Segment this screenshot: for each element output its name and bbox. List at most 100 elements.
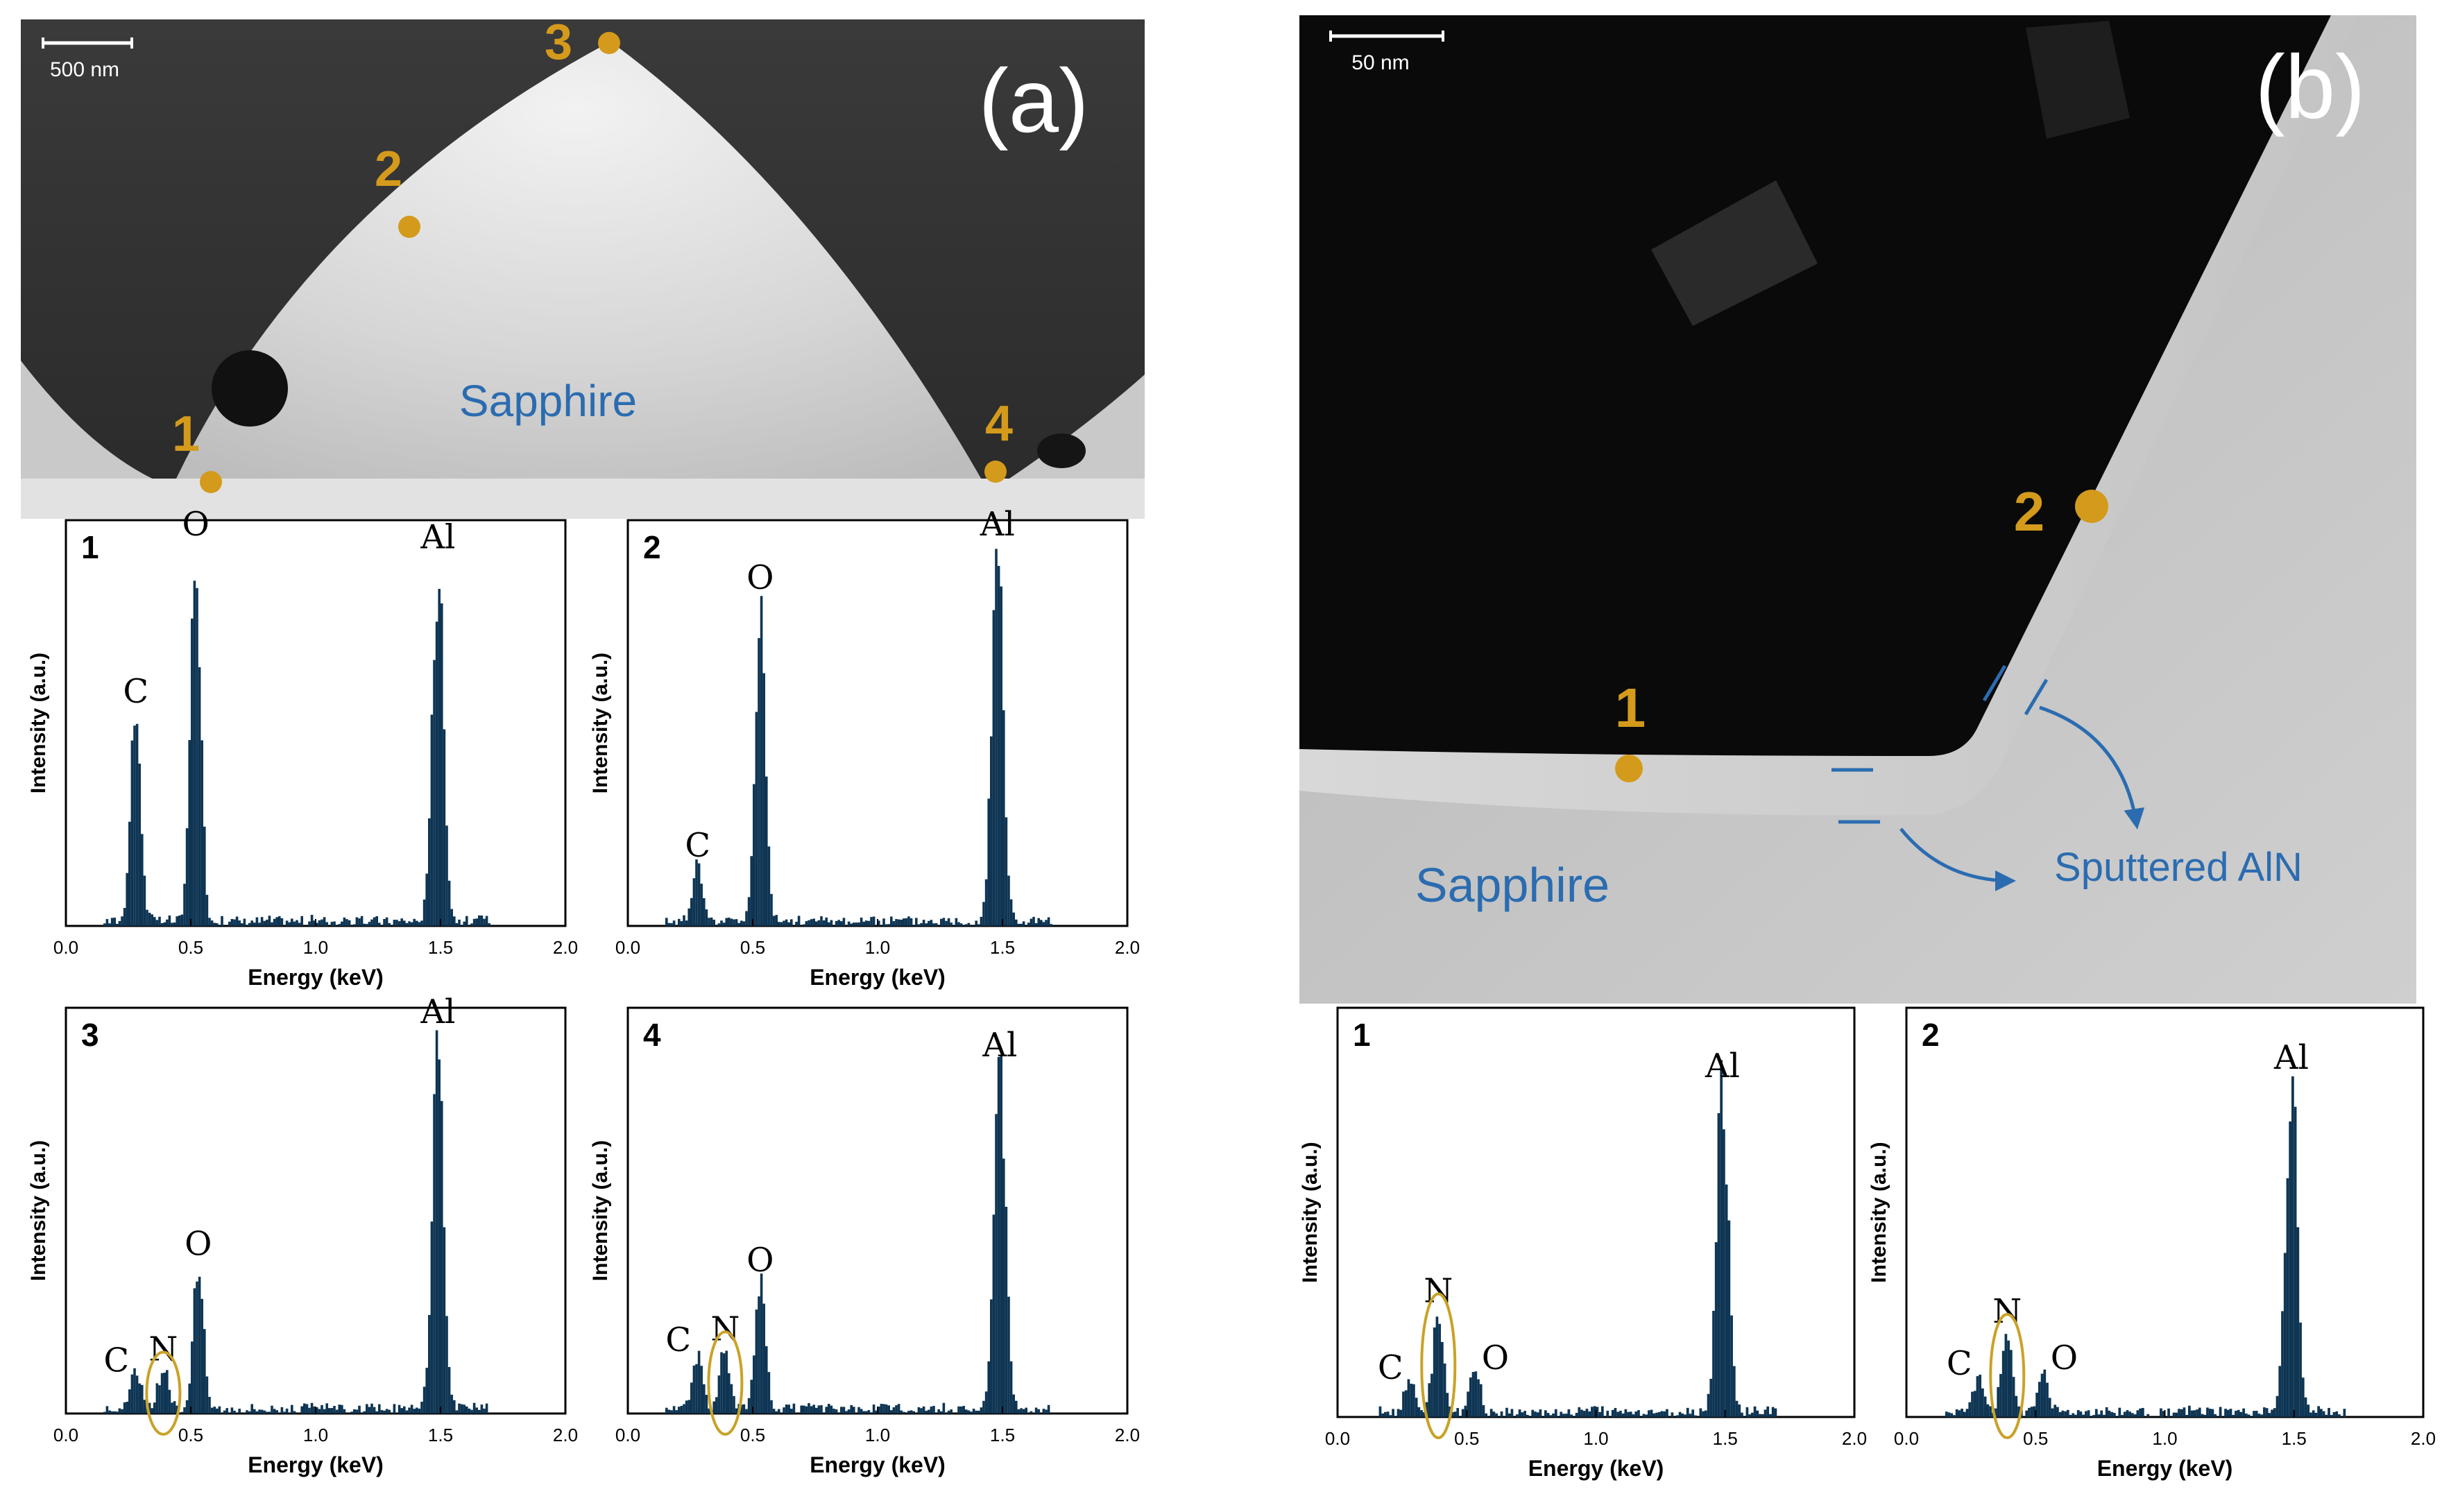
spectrum-bar xyxy=(890,916,893,926)
spectrum-bar xyxy=(2226,1409,2230,1417)
spectrum-bar xyxy=(1554,1409,1557,1417)
x-axis-label: Energy (keV) xyxy=(1528,1456,1664,1481)
spectrum-bar xyxy=(230,918,234,926)
spectrum-bar xyxy=(1650,1409,1653,1417)
spectrum-bar xyxy=(720,920,723,926)
spectrum-bar xyxy=(690,1382,693,1414)
spectrum-bar xyxy=(1441,1341,1444,1417)
spectrum-bar xyxy=(208,1397,211,1414)
spectrum-bar xyxy=(1510,1409,1514,1417)
spectrum-bar xyxy=(313,1406,316,1414)
spectrum-bar xyxy=(2043,1369,2047,1417)
spectrum-bar xyxy=(178,915,181,926)
spectrum-bar xyxy=(110,918,114,926)
spectrum-bar xyxy=(368,1407,371,1414)
spectrum-bar xyxy=(832,1409,835,1414)
spectrum-bar xyxy=(817,920,821,926)
spectrum-bar xyxy=(1983,1396,1987,1417)
spectrum-bar xyxy=(705,1395,708,1414)
spectrum-bar xyxy=(1386,1411,1390,1417)
spectrum-bar xyxy=(977,924,980,926)
spectrum-bar xyxy=(909,1410,913,1414)
spectrum-bar xyxy=(2146,1414,2150,1417)
panel-label-b: (b) xyxy=(2255,36,2366,137)
spectrum-bar xyxy=(1686,1407,1689,1417)
spectrum-bar xyxy=(817,1405,821,1414)
spectrum-bar xyxy=(285,1408,289,1414)
spectrum-bar xyxy=(842,1407,846,1414)
peak-label-o: O xyxy=(746,558,774,597)
spectrum-bar xyxy=(720,1352,723,1414)
spectrum-bar xyxy=(909,918,913,926)
spectrum-bar xyxy=(897,919,900,926)
spectrum-bar xyxy=(263,920,266,926)
spectrum-bar xyxy=(1012,912,1015,926)
spectrum-bar xyxy=(690,897,693,926)
y-axis-label: Intensity (a.u.) xyxy=(589,653,612,793)
spectrum-bar xyxy=(1402,1391,1405,1417)
spectrum-bar xyxy=(778,1409,780,1414)
spectrum-bar xyxy=(1648,1410,1650,1417)
spectrum-bar xyxy=(1955,1409,1958,1417)
spectrum-bar xyxy=(168,915,171,926)
spectrum-bar xyxy=(263,1410,266,1414)
spectrum-bar xyxy=(2048,1398,2051,1417)
highlight-ellipse-n xyxy=(145,1350,182,1436)
spectrum-bar xyxy=(468,1408,471,1414)
spectrum-bar xyxy=(1611,1409,1614,1417)
spectrum-bar xyxy=(123,908,126,926)
spectrum-bar xyxy=(2123,1411,2126,1417)
spectrum-bar xyxy=(735,919,738,926)
spectrum-bar xyxy=(2268,1413,2271,1417)
spectrum-bar xyxy=(203,1329,206,1414)
spectrum-bar xyxy=(922,920,925,926)
spectrum-bar xyxy=(2030,1407,2033,1417)
peak-label-c: C xyxy=(685,826,710,865)
spectrum-bar xyxy=(928,1409,930,1414)
spectrum-bar xyxy=(1709,1378,1713,1417)
spectrum-bar xyxy=(160,922,164,926)
spectrum-bar xyxy=(118,1408,121,1414)
spectrum-bar xyxy=(692,1365,696,1414)
spectrum-bar xyxy=(835,1409,838,1414)
spectrum-bar xyxy=(413,1409,416,1414)
x-tick-label: 1.5 xyxy=(2282,1428,2307,1449)
spectrum-bar xyxy=(2040,1373,2044,1417)
spectrum-bar xyxy=(697,863,701,926)
spectrum-bar xyxy=(2126,1410,2129,1417)
spectrum-bar xyxy=(688,1400,690,1414)
spectrum-bar xyxy=(2289,1121,2292,1417)
spectrum-bar xyxy=(1417,1407,1421,1417)
spectrum-bar xyxy=(840,921,843,926)
spectrum-bar xyxy=(1477,1379,1480,1417)
spectrum-bar xyxy=(180,1411,184,1414)
spectrum-bar xyxy=(2338,1414,2341,1417)
spectrum-bar xyxy=(872,1404,876,1414)
spectrum-bar xyxy=(808,920,810,926)
eds-spectrum-b1: 0.0 0.5 1.0 1.5 2.0 Energy (keV) Intensity (a.… xyxy=(1299,1006,1867,1481)
spectrum-bar xyxy=(2271,1409,2273,1417)
spectrum-bar xyxy=(2206,1407,2209,1417)
spectrum-bar xyxy=(2247,1414,2251,1417)
spectrum-bar xyxy=(997,1057,1000,1414)
y-axis-label: Intensity (a.u.) xyxy=(589,1140,612,1281)
spectrum-bar xyxy=(907,1411,910,1414)
spectrum-bar xyxy=(860,918,863,926)
spectrum-bar xyxy=(984,879,988,926)
spectrum-bar xyxy=(205,895,209,926)
spectrum-bar xyxy=(2033,1406,2036,1417)
spectrum-bar xyxy=(2283,1253,2287,1417)
spectrum-bar xyxy=(196,587,198,926)
eds-spectrum-b2: 0.0 0.5 1.0 1.5 2.0 Energy (keV) Intensity (a.… xyxy=(1868,1006,2436,1481)
spectrum-bar xyxy=(1707,1393,1710,1417)
spectrum-bar xyxy=(480,1404,484,1414)
spectrum-bar xyxy=(2320,1409,2323,1417)
spectrum-bar xyxy=(1759,1414,1761,1417)
spectrum-bar xyxy=(2012,1377,2015,1417)
spectrum-bar xyxy=(1619,1411,1622,1417)
spectrum-bar xyxy=(1397,1409,1400,1417)
spectrum-bar xyxy=(2183,1407,2186,1417)
spectrum-bar xyxy=(878,1407,880,1414)
spectrum-bar xyxy=(241,923,244,926)
spectrum-bar xyxy=(1564,1414,1568,1417)
